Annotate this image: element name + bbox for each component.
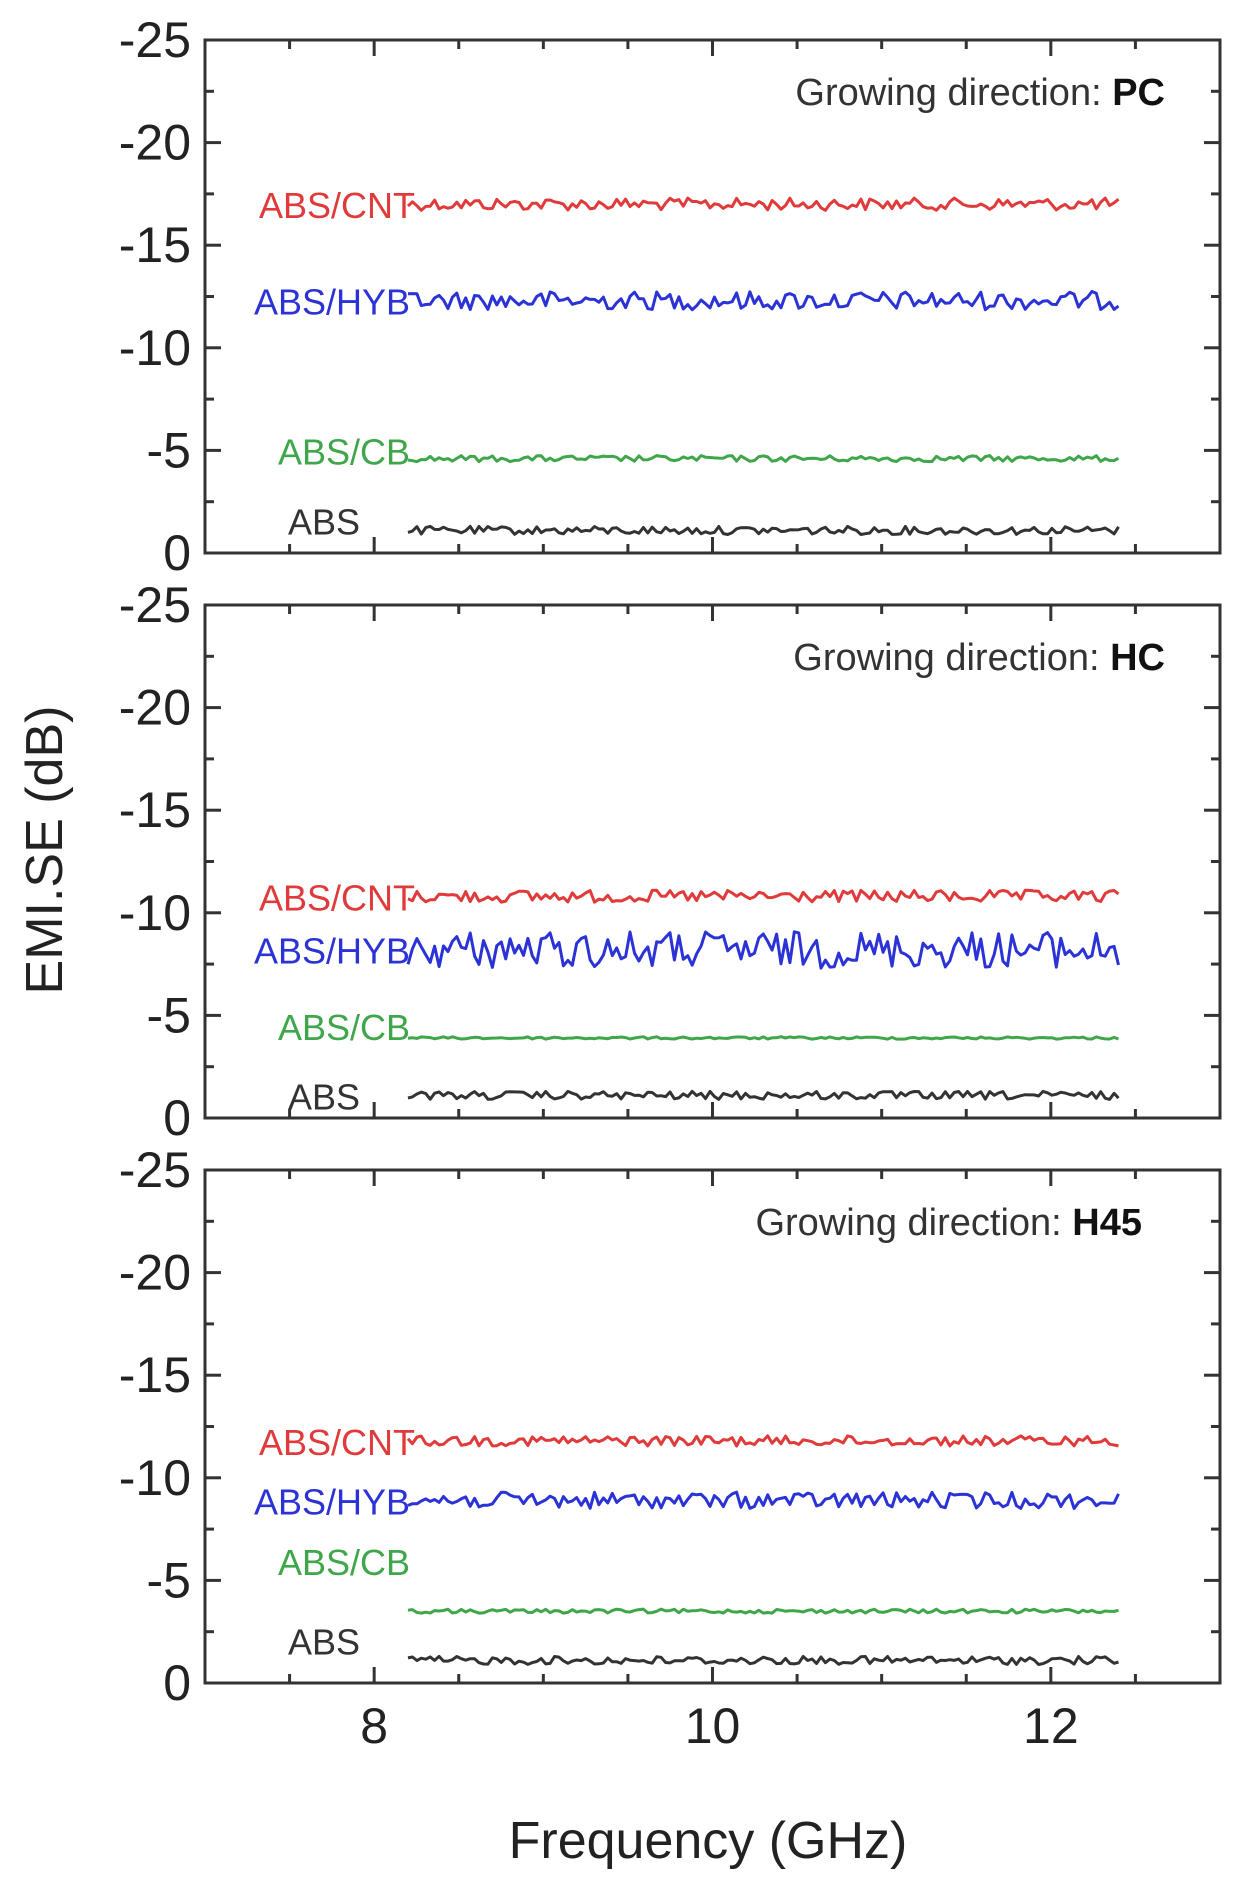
series-label: ABS/CB: [278, 1007, 410, 1048]
series-line-abs: [407, 1089, 1120, 1101]
series-line-abs-cnt: [406, 196, 1120, 212]
series-label: ABS/CNT: [259, 877, 415, 918]
y-tick-label: -5: [147, 1552, 191, 1608]
x-tick-label: 8: [360, 1698, 388, 1754]
y-tick-label: -20: [119, 115, 191, 171]
y-axis-title: EMI.SE (dB): [16, 706, 74, 995]
x-axis-title: Frequency (GHz): [509, 1812, 908, 1870]
series-line-abs-hyb: [407, 290, 1120, 312]
series-label: ABS/HYB: [254, 931, 410, 972]
series-label: ABS/CB: [278, 1542, 410, 1583]
y-tick-label: -10: [119, 320, 191, 376]
y-tick-label: -10: [119, 1450, 191, 1506]
series-line-abs-cnt: [407, 888, 1120, 904]
y-tick-label: 0: [163, 525, 191, 581]
y-tick-label: 0: [163, 1655, 191, 1711]
growing-direction-label: Growing direction: PC: [795, 72, 1165, 114]
y-tick-label: -15: [119, 1347, 191, 1403]
series-label: ABS: [288, 501, 360, 542]
series-line-abs: [407, 1654, 1119, 1666]
y-tick-label: -20: [119, 680, 191, 736]
series-line-abs-hyb: [406, 930, 1120, 970]
series-label: ABS/CNT: [259, 185, 415, 226]
series-line-abs-hyb: [407, 1490, 1120, 1510]
y-tick-label: -25: [119, 12, 191, 68]
series-line-abs-cnt: [406, 1434, 1119, 1448]
series-line-abs-cb: [407, 454, 1120, 464]
series-label: ABS/HYB: [254, 1481, 410, 1522]
series-label: ABS/CNT: [259, 1422, 415, 1463]
y-tick-label: -25: [119, 1142, 191, 1198]
y-tick-label: -15: [119, 217, 191, 273]
y-tick-label: -15: [119, 782, 191, 838]
panel-hc: 0 -5 -10 -15 -20 -25 Growing direction: HC ABS/…: [119, 577, 1222, 1146]
series-line-abs-cb: [407, 1607, 1119, 1615]
y-tick-label: -10: [119, 885, 191, 941]
series-line-abs: [407, 524, 1120, 536]
series-label: ABS: [288, 1621, 360, 1662]
panel-pc: 0 -5 -10 -15 -20 -25 Growing direction: PC ABS/…: [119, 12, 1222, 581]
y-tick-label: -5: [147, 987, 191, 1043]
growing-direction-label: Growing direction: HC: [793, 637, 1165, 679]
series-label: ABS/HYB: [254, 282, 410, 323]
y-tick-label: -20: [119, 1245, 191, 1301]
x-tick-label: 12: [1023, 1698, 1079, 1754]
series-label: ABS: [288, 1076, 360, 1117]
panel-h45: 0 -5 -10 -15 -20 -25 8 10 12 Growing direction: H…: [119, 1142, 1222, 1754]
x-tick-label: 10: [685, 1698, 741, 1754]
y-tick-label: 0: [163, 1090, 191, 1146]
growing-direction-label: Growing direction: H45: [755, 1202, 1142, 1244]
series-label: ABS/CB: [278, 432, 410, 473]
y-tick-label: -25: [119, 577, 191, 633]
chart-panels: 0 -5 -10 -15 -20 -25 Growing direction: PC ABS/…: [119, 12, 1222, 1754]
y-tick-label: -5: [147, 422, 191, 478]
series-line-abs-cb: [407, 1035, 1120, 1041]
